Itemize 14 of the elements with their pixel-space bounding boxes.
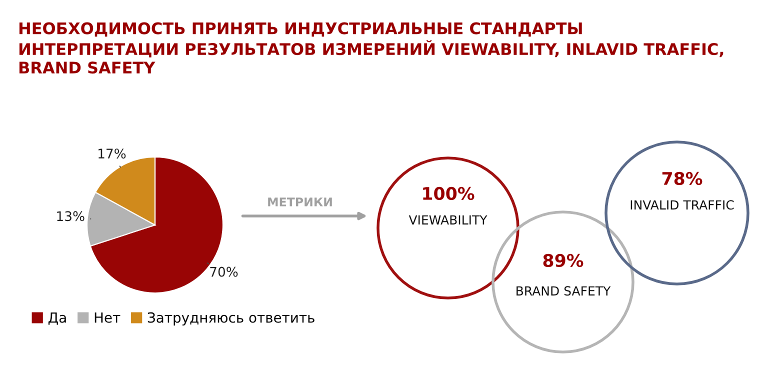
data-label: 13% (57, 211, 84, 222)
legend-label: Затрудняюсь ответить (148, 312, 314, 326)
data-label: 78% (662, 172, 702, 186)
category-label: VIEWABILITY (408, 215, 488, 224)
data-label: 89% (543, 254, 584, 268)
text: МЕТРИКИ (268, 198, 332, 206)
data-label: 70% (210, 266, 238, 277)
text: НЕОБХОДИМОСТЬ ПРИНЯТЬ ИНДУСТРИАЛЬНЫЕ СТАНДАРТЫ ИНТЕРПРЕТАЦИИ РЕЗУЛЬТАТОВ ИЗМЕРЕНИЙ VIEWABILITY, INLAVID TRAFFIC, BRAND SAFETY (19, 22, 724, 74)
legend-label: Нет (94, 312, 120, 323)
category-label: BRAND SAFETY (516, 286, 611, 296)
data-label: 17% (98, 148, 126, 159)
data-label: 100% (423, 186, 474, 200)
category-label: INVALID TRAFFIC (630, 200, 734, 210)
legend-label: Да (48, 312, 66, 325)
